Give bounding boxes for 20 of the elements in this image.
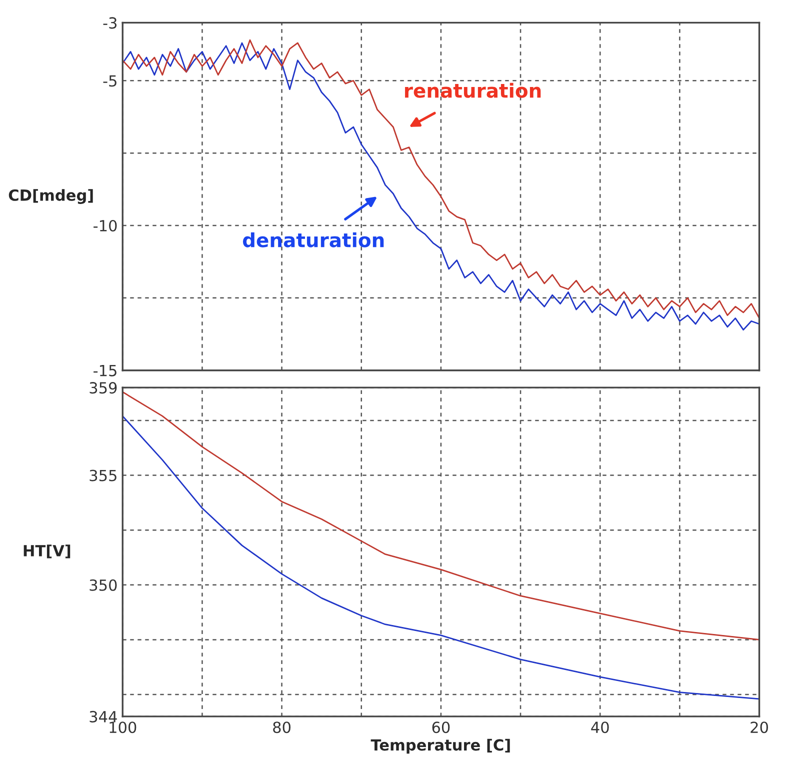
y-tick-label: 355 <box>90 470 116 482</box>
x-tick-label: 40 <box>591 722 609 734</box>
annotation: denaturation <box>242 232 384 248</box>
line-series <box>122 415 760 700</box>
y-tick-label: 350 <box>90 579 117 591</box>
y-tick-label: 359 <box>90 382 117 394</box>
line-series <box>122 391 760 640</box>
y-tick-label: -10 <box>94 220 117 232</box>
y-tick-label: -3 <box>103 17 117 29</box>
y-tick-label: 344 <box>90 710 117 722</box>
y-axis-title: HT[V] <box>24 544 70 558</box>
y-tick-label: -15 <box>94 365 116 376</box>
x-tick-label: 100 <box>110 722 136 734</box>
x-axis-title: Temperature [C] <box>370 738 510 754</box>
x-tick-label: 20 <box>750 722 768 734</box>
annotation: renaturation <box>405 82 541 98</box>
y-axis-title: CD[mdeg] <box>8 189 93 204</box>
x-tick-label: 60 <box>432 722 450 734</box>
x-tick-label: 80 <box>273 722 290 734</box>
y-tick-label: -5 <box>103 75 116 87</box>
